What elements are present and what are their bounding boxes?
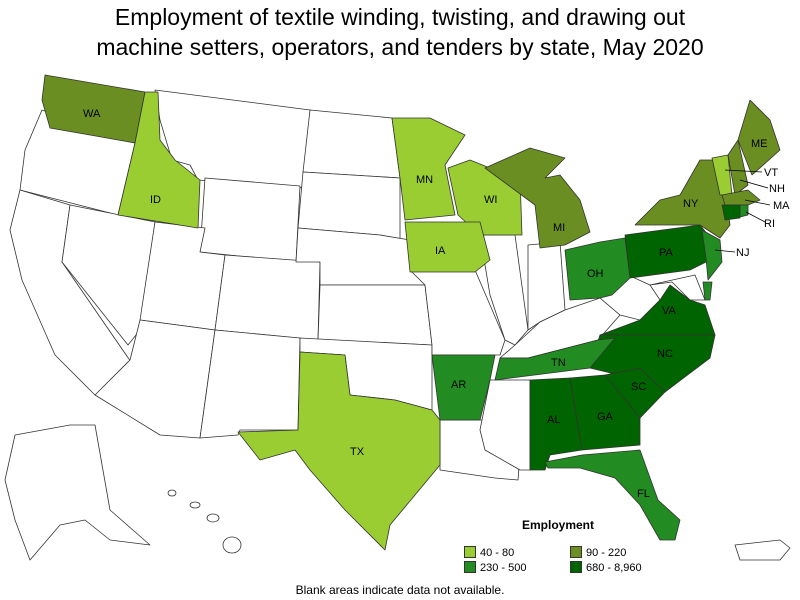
- legend-item-680-8960: 680 - 8,960: [570, 561, 642, 575]
- title-line-1: Employment of textile winding, twisting,…: [114, 4, 686, 30]
- legend-swatch: [464, 561, 476, 573]
- label-NJ: NJ: [736, 247, 749, 259]
- legend-swatch: [464, 546, 476, 558]
- state-NJ: [701, 229, 723, 281]
- label-IA: IA: [435, 245, 446, 257]
- state-HI: [167, 489, 242, 554]
- state-DE: [702, 281, 713, 301]
- legend-label: 40 - 80: [480, 547, 515, 559]
- label-WA: WA: [83, 108, 101, 120]
- state-TN: [494, 337, 616, 381]
- label-WI: WI: [484, 194, 497, 206]
- state-WY: [199, 177, 301, 263]
- legend-label: 680 - 8,960: [586, 562, 642, 574]
- label-leader-lines: [714, 169, 771, 253]
- state-RI: [739, 204, 749, 218]
- state-IA: [404, 221, 491, 273]
- state-VA: [599, 284, 716, 336]
- label-NY: NY: [683, 198, 699, 210]
- label-GA: GA: [597, 411, 614, 423]
- state-CO: [214, 254, 321, 341]
- state-KS: [317, 284, 433, 346]
- title-line-2: machine setters, operators, and tenders …: [96, 34, 704, 60]
- state-TX: [237, 351, 441, 551]
- state-NV: [61, 204, 156, 346]
- label-TX: TX: [350, 446, 365, 458]
- state-SC: [604, 367, 666, 419]
- label-MI: MI: [553, 222, 565, 234]
- label-PA: PA: [659, 247, 674, 259]
- label-ID: ID: [150, 194, 161, 206]
- legend-swatch: [570, 546, 582, 558]
- label-NH: NH: [769, 183, 785, 195]
- state-ND: [302, 109, 401, 179]
- label-AL: AL: [547, 414, 560, 426]
- label-TN: TN: [551, 357, 566, 369]
- state-MD: [649, 274, 706, 301]
- state-ME: [737, 99, 781, 176]
- label-RI: RI: [764, 218, 775, 230]
- no-data-states: [4, 89, 706, 561]
- footnote: Blank areas indicate data not available.: [295, 583, 505, 597]
- state-CT: [721, 204, 741, 221]
- label-OH: OH: [587, 268, 604, 280]
- legend-item-90-220: 90 - 220: [570, 546, 626, 560]
- label-VT: VT: [764, 167, 778, 179]
- label-NC: NC: [657, 348, 673, 360]
- label-SC: SC: [631, 381, 646, 393]
- state-AR: [431, 354, 496, 421]
- legend-swatch: [570, 561, 582, 573]
- legend-item-40-80: 40 - 80: [464, 546, 514, 560]
- label-FL: FL: [637, 488, 650, 500]
- state-MN: [391, 117, 466, 221]
- state-FL: [544, 449, 681, 541]
- chart-title: Employment of textile winding, twisting,…: [0, 2, 800, 62]
- state-AK: [4, 424, 151, 561]
- state-GA: [569, 374, 641, 451]
- label-AR: AR: [451, 379, 466, 391]
- legend-title: Employment: [522, 518, 595, 532]
- state-ID: [117, 91, 201, 229]
- label-VA: VA: [662, 305, 677, 317]
- state-NM: [199, 329, 301, 439]
- state-OH: [564, 237, 631, 301]
- label-MA: MA: [773, 200, 790, 212]
- label-MN: MN: [416, 174, 433, 186]
- state-labels: WA ID MN WI IA TX VT MI NY ME NH MA OH A…: [83, 108, 790, 500]
- legend-label: 230 - 500: [480, 562, 527, 574]
- label-ME: ME: [751, 138, 768, 150]
- state-MI: [484, 147, 591, 249]
- territory-PR: [734, 539, 791, 561]
- legend-label: 90 - 220: [586, 547, 627, 559]
- legend-item-230-500: 230 - 500: [464, 561, 526, 575]
